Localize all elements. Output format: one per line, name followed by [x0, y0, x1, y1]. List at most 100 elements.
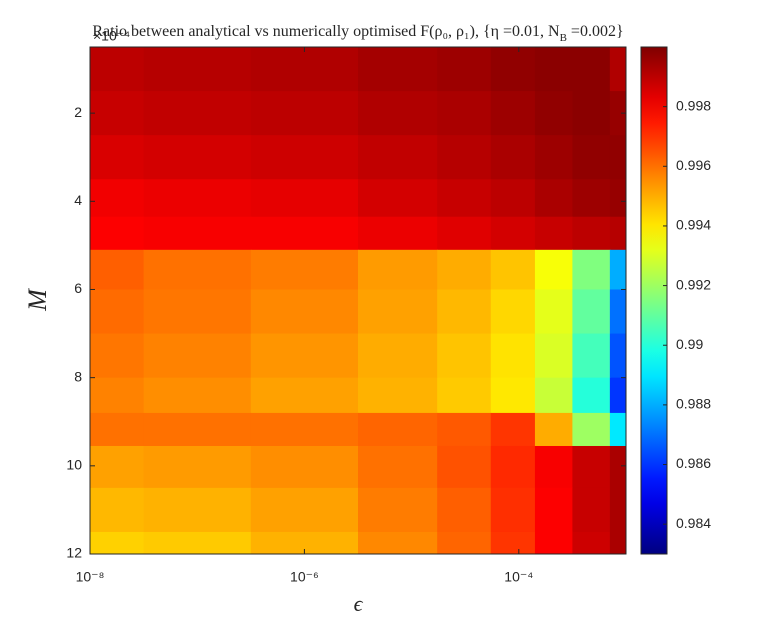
y-tick-label: 6 — [74, 280, 82, 296]
heatmap-cell — [250, 47, 359, 92]
heatmap-cell — [534, 289, 573, 335]
heatmap-cell — [143, 487, 252, 533]
colorbar-frame — [640, 46, 668, 555]
heatmap-cell — [490, 531, 536, 554]
heatmap-cell — [90, 487, 145, 533]
heatmap-cell — [437, 47, 492, 92]
heatmap-cell — [572, 249, 611, 291]
colorbar-tick-label: 0.984 — [676, 515, 711, 531]
heatmap-cell — [437, 487, 492, 533]
y-multiplier: ×10⁻⁴ — [93, 28, 130, 44]
heatmap-cell — [609, 179, 626, 218]
heatmap-cell — [534, 216, 573, 251]
colorbar-tick-label: 0.994 — [676, 217, 711, 233]
heatmap-cell — [143, 333, 252, 379]
heatmap-cell — [358, 377, 438, 414]
heatmap-cell — [534, 249, 573, 291]
heatmap-cell — [534, 445, 573, 489]
heatmap-cell — [534, 487, 573, 533]
heatmap-cell — [358, 412, 438, 447]
heatmap-cell — [358, 216, 438, 251]
heatmap-cell — [609, 249, 626, 291]
heatmap-cell — [490, 445, 536, 489]
heatmap-cell — [143, 377, 252, 414]
heatmap-cell — [250, 377, 359, 414]
heatmap-cell — [143, 91, 252, 136]
plot-frame — [89, 46, 627, 555]
colorbar-tick-label: 0.99 — [676, 336, 703, 352]
heatmap-cell — [250, 179, 359, 218]
heatmap-cell — [358, 333, 438, 379]
heatmap-cell — [490, 47, 536, 92]
heatmap-cell — [90, 47, 145, 92]
heatmap-cell — [437, 333, 492, 379]
heatmap-cell — [490, 412, 536, 447]
heatmap-cell — [437, 289, 492, 335]
y-tick-label: 12 — [66, 545, 82, 561]
heatmap-cell — [572, 135, 611, 180]
heatmap-cell — [250, 249, 359, 291]
colorbar-tick-label: 0.992 — [676, 276, 711, 292]
heatmap-cell — [490, 179, 536, 218]
heatmap-cell — [437, 91, 492, 136]
heatmap-cell — [143, 531, 252, 554]
heatmap-cell — [609, 412, 626, 447]
heatmap-cell — [90, 531, 145, 554]
heatmap-cell — [572, 47, 611, 92]
heatmap-cell — [609, 47, 626, 92]
heatmap-cell — [90, 412, 145, 447]
heatmap-cell — [572, 179, 611, 218]
heatmap-cell — [490, 377, 536, 414]
heatmap-cell — [609, 289, 626, 335]
heatmap-cell — [143, 249, 252, 291]
heatmap-cell — [90, 135, 145, 180]
heatmap-cell — [572, 487, 611, 533]
heatmap-cell — [534, 377, 573, 414]
heatmap-cell — [250, 531, 359, 554]
heatmap-cell — [250, 135, 359, 180]
heatmap-cell — [572, 377, 611, 414]
heatmap-cell — [609, 216, 626, 251]
heatmap — [90, 47, 626, 554]
heatmap-cell — [250, 216, 359, 251]
colorbar-tick-label: 0.998 — [676, 97, 711, 113]
heatmap-cell — [143, 216, 252, 251]
heatmap-cell — [437, 377, 492, 414]
chart-title: Ratio between analytical vs numerically … — [92, 23, 623, 44]
heatmap-cell — [358, 47, 438, 92]
heatmap-cell — [358, 135, 438, 180]
y-axis-label: M — [23, 288, 52, 312]
heatmap-cell — [250, 445, 359, 489]
heatmap-cell — [437, 179, 492, 218]
heatmap-cell — [534, 47, 573, 92]
heatmap-cell — [437, 531, 492, 554]
heatmap-cell — [572, 216, 611, 251]
heatmap-cell — [490, 289, 536, 335]
heatmap-cell — [437, 412, 492, 447]
heatmap-cell — [358, 91, 438, 136]
x-axis-label: ϵ — [354, 591, 364, 616]
heatmap-cell — [358, 445, 438, 489]
heatmap-cell — [490, 487, 536, 533]
heatmap-cell — [358, 289, 438, 335]
heatmap-cell — [250, 289, 359, 335]
colorbar-tick-label: 0.996 — [676, 157, 711, 173]
heatmap-cell — [90, 216, 145, 251]
heatmap-cell — [250, 91, 359, 136]
heatmap-cell — [358, 531, 438, 554]
heatmap-cell — [437, 135, 492, 180]
heatmap-cell — [90, 91, 145, 136]
y-tick-label: 10 — [66, 457, 82, 473]
heatmap-cell — [143, 412, 252, 447]
heatmap-cell — [143, 289, 252, 335]
heatmap-cell — [534, 135, 573, 180]
heatmap-cell — [572, 289, 611, 335]
heatmap-cell — [534, 179, 573, 218]
heatmap-cell — [609, 91, 626, 136]
heatmap-cell — [437, 445, 492, 489]
heatmap-cell — [572, 445, 611, 489]
heatmap-cell — [490, 333, 536, 379]
colorbar-tick-label: 0.988 — [676, 396, 711, 412]
heatmap-cell — [90, 377, 145, 414]
